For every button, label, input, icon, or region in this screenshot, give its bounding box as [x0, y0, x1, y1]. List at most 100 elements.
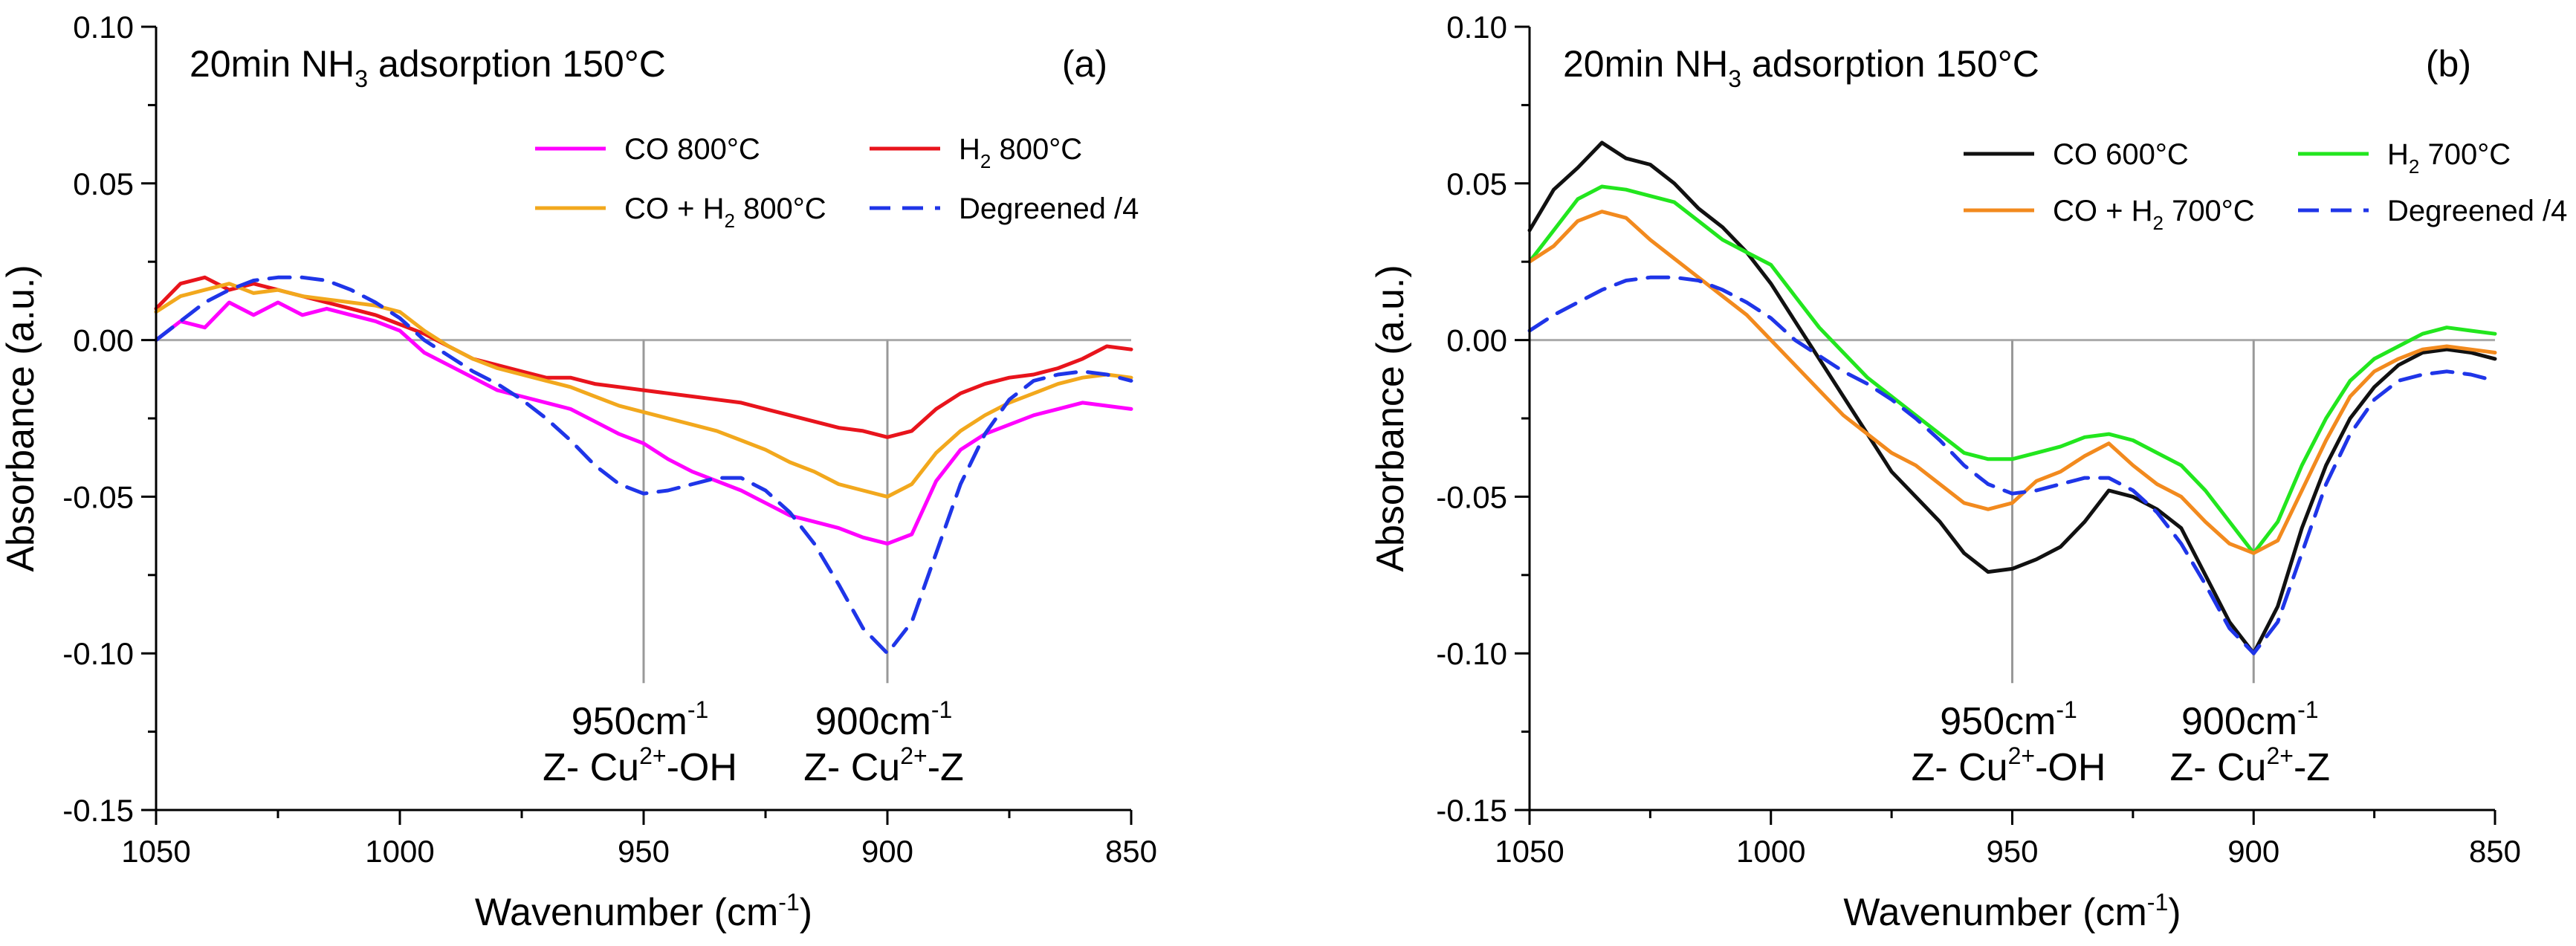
legend-label-rest: 700°C — [2419, 138, 2511, 171]
chart-title-rest: adsorption 150°C — [368, 43, 666, 85]
legend-label-2: CO + H2 700°C — [2053, 195, 2255, 234]
x-axis-label-end: ) — [2168, 891, 2181, 934]
annotation-site-950: Z- Cu2+-OH — [1912, 742, 2106, 789]
legend-label-3: Degreened /4 — [2387, 195, 2567, 227]
legend-label-sub: 2 — [2409, 155, 2419, 178]
x-tick-label: 950 — [618, 834, 670, 869]
annotation-wavenumber-sup: -1 — [931, 696, 952, 723]
legend-label-0: CO 800°C — [624, 133, 760, 166]
annotation-site-main: Z- Cu — [1912, 746, 2008, 789]
x-tick-label: 950 — [1986, 834, 2038, 869]
annotation-site-end: -OH — [2035, 746, 2106, 789]
legend-label-main: CO + H — [2053, 195, 2152, 227]
chart-title-rest: adsorption 150°C — [1741, 43, 2039, 85]
legend-label-1: H2 700°C — [2387, 138, 2511, 178]
annotation-wavenumber-950: 950cm-1 — [572, 696, 709, 743]
x-axis-label: Wavenumber (cm-1) — [1843, 889, 2181, 934]
y-tick-label: 0.05 — [73, 166, 134, 201]
annotation-site-end: -Z — [2294, 746, 2330, 789]
annotation-site-900: Z- Cu2+-Z — [2169, 742, 2330, 789]
y-tick-label: -0.05 — [1436, 479, 1507, 514]
legend-label-rest: 800°C — [991, 133, 1082, 166]
annotation-site-900: Z- Cu2+-Z — [803, 742, 964, 789]
x-axis-label-sup: -1 — [2147, 889, 2168, 916]
legend-label-1: H2 800°C — [959, 133, 1082, 172]
series-line-co-600-c — [1527, 140, 2497, 655]
legend-label-sub: 2 — [980, 150, 991, 172]
legend-label-3: Degreened /4 — [959, 192, 1139, 225]
series-line-co-800-c — [154, 300, 1133, 546]
legend-label-sub: 2 — [2152, 212, 2163, 234]
annotation-wavenumber-950: 950cm-1 — [1940, 696, 2077, 743]
y-tick-label: -0.15 — [62, 793, 134, 828]
series-line-degreened-4 — [154, 275, 1133, 655]
annotation-wavenumber-900: 900cm-1 — [815, 696, 953, 743]
x-tick-label: 900 — [2227, 834, 2279, 869]
annotation-wavenumber-main: 950cm — [1940, 700, 2056, 743]
x-tick-label: 1000 — [365, 834, 434, 869]
y-axis-label: Absorbance (a.u.) — [1369, 265, 1412, 571]
chart-title: 20min NH3 adsorption 150°C — [190, 43, 666, 92]
annotation-site-sup: 2+ — [639, 742, 666, 769]
y-tick-label: 0.05 — [1446, 166, 1507, 201]
x-tick-label: 1000 — [1736, 834, 1805, 869]
y-tick-label: 0.00 — [73, 323, 134, 358]
legend-label-main: H — [959, 133, 980, 166]
y-tick-label: 0.00 — [1446, 323, 1507, 358]
y-tick-label: -0.05 — [62, 479, 134, 514]
legend-label-main: CO 600°C — [2053, 138, 2189, 171]
y-tick-label: 0.10 — [1446, 10, 1507, 45]
series-line-degreened-4 — [1527, 275, 2497, 655]
legend-label-main: CO + H — [624, 192, 724, 225]
annotation-site-950: Z- Cu2+-OH — [543, 742, 737, 789]
chart-title-sub: 3 — [355, 65, 368, 92]
legend-label-main: Degreened /4 — [2387, 195, 2567, 227]
legend-label-main: Degreened /4 — [959, 192, 1139, 225]
legend-label-rest: 800°C — [735, 192, 826, 225]
series-line-h2-700-c — [1527, 184, 2497, 555]
annotation-site-end: -OH — [667, 746, 737, 789]
legend-label-0: CO 600°C — [2053, 138, 2189, 171]
x-axis-label-main: Wavenumber (cm — [475, 891, 778, 934]
chart-title: 20min NH3 adsorption 150°C — [1563, 43, 2039, 92]
chart-title-main: 20min NH — [1563, 43, 1728, 85]
annotation-wavenumber-900: 900cm-1 — [2181, 696, 2319, 743]
annotation-wavenumber-main: 950cm — [572, 700, 687, 743]
legend-label-2: CO + H2 800°C — [624, 192, 826, 232]
annotation-site-sup: 2+ — [2266, 742, 2293, 769]
panel-label: (a) — [1062, 43, 1107, 85]
series-line-h2-800-c — [154, 275, 1133, 439]
chart-panel-b: 0.10 0.05 0.00 -0.05 -0.10 -0.15 1050 1000 950 90… — [1369, 10, 2567, 934]
x-tick-label: 1050 — [121, 834, 190, 869]
x-axis-label: Wavenumber (cm-1) — [475, 889, 812, 934]
annotation-wavenumber-sup: -1 — [687, 696, 708, 723]
y-axis-label: Absorbance (a.u.) — [0, 265, 42, 571]
x-tick-label: 850 — [2469, 834, 2521, 869]
legend-label-rest: 700°C — [2164, 195, 2255, 227]
y-tick-label: -0.10 — [62, 636, 134, 671]
annotation-site-sup: 2+ — [2008, 742, 2035, 769]
y-tick-label: 0.10 — [73, 10, 134, 45]
annotation-site-main: Z- Cu — [803, 746, 900, 789]
x-axis-label-end: ) — [800, 891, 812, 934]
chart-title-sub: 3 — [1728, 65, 1741, 92]
x-tick-label: 1050 — [1495, 834, 1564, 869]
annotation-wavenumber-main: 900cm — [815, 700, 931, 743]
x-tick-label: 900 — [861, 834, 913, 869]
series-line-co-h2-700-c — [1527, 210, 2497, 555]
y-tick-label: -0.10 — [1436, 636, 1507, 671]
annotation-wavenumber-sup: -1 — [2056, 696, 2077, 723]
series-line-co-h2-800-c — [154, 282, 1133, 499]
x-axis-label-sup: -1 — [778, 889, 799, 916]
annotation-site-main: Z- Cu — [2169, 746, 2266, 789]
legend-label-main: CO 800°C — [624, 133, 760, 166]
x-tick-label: 850 — [1105, 834, 1157, 869]
panel-label: (b) — [2426, 43, 2471, 85]
annotation-site-end: -Z — [928, 746, 964, 789]
annotation-site-main: Z- Cu — [543, 746, 639, 789]
chart-title-main: 20min NH — [190, 43, 355, 85]
legend-label-main: H — [2387, 138, 2409, 171]
annotation-wavenumber-main: 900cm — [2181, 700, 2297, 743]
annotation-site-sup: 2+ — [900, 742, 927, 769]
